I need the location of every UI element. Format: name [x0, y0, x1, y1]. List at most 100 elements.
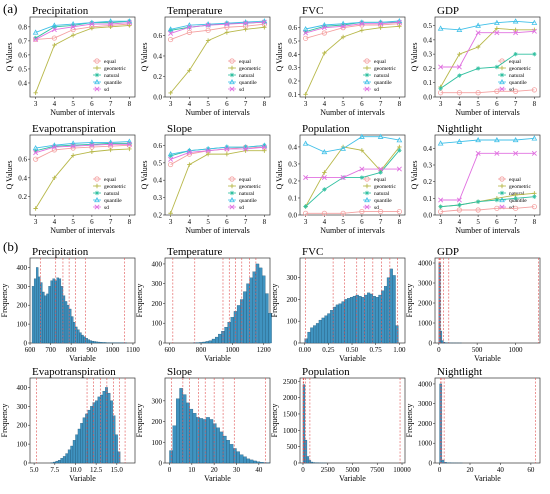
histogram-bar [53, 462, 55, 463]
y-tick-label: 0.4 [423, 36, 432, 44]
data-point-natural [457, 203, 461, 207]
data-point-geometric [187, 162, 191, 166]
histogram-bar [95, 401, 97, 463]
x-axis-label: Number of intervals [50, 226, 114, 235]
legend-marker [230, 73, 234, 77]
histogram-bar [220, 432, 223, 463]
y-tick-label: 400 [17, 384, 28, 392]
x-tick-label: 8 [263, 218, 267, 226]
y-tick-label: 200 [17, 302, 28, 310]
data-point-geometric [71, 33, 75, 37]
data-point-natural [532, 52, 536, 56]
histogram-bar [104, 342, 106, 343]
legend-label: equal [104, 59, 116, 65]
y-tick-label: 1000 [418, 320, 433, 328]
x-tick-label: 10000 [393, 466, 411, 474]
y-tick-label: 0.6 [288, 24, 297, 32]
histogram-bar [216, 428, 219, 463]
histogram-bar [79, 333, 81, 343]
y-axis-label: Q Values [140, 161, 149, 190]
x-axis-label: Variable [474, 354, 501, 363]
x-axis-label: Variable [339, 474, 366, 483]
x-tick-label: 1000 [105, 346, 120, 354]
legend-label: equal [509, 59, 521, 65]
histogram-bar [231, 317, 234, 343]
y-tick-label: 200 [287, 296, 298, 304]
y-tick-label: 0.4 [18, 174, 27, 182]
histogram-bar [88, 410, 90, 463]
histogram-bar [63, 296, 65, 343]
histogram-bar [85, 414, 87, 463]
y-axis-label: Q Values [275, 161, 284, 190]
histogram-bar [259, 268, 262, 343]
y-tick-label: 0 [159, 340, 163, 348]
legend-marker [230, 191, 234, 195]
x-tick-label: 0.00 [299, 346, 312, 354]
x-tick-label: 10 [188, 466, 196, 474]
chart-title: GDP [437, 5, 459, 17]
histogram-bar [93, 403, 95, 463]
histogram-bar [316, 323, 319, 343]
histogram-bar [176, 399, 179, 463]
chart-title: Nightlight [437, 123, 482, 135]
legend-marker [95, 66, 99, 70]
chart-title: Population [302, 123, 350, 135]
y-tick-label: 3000 [418, 280, 433, 288]
x-tick-label: 5 [341, 218, 345, 226]
x-tick-label: 900 [87, 346, 98, 354]
x-tick-label: 5000 [346, 466, 361, 474]
legend-label: sd [104, 205, 109, 211]
data-point-natural [303, 204, 307, 208]
y-tick-label: 300 [17, 403, 28, 411]
y-tick-label: 0.0 [423, 94, 432, 102]
histogram-bar [311, 462, 313, 463]
histogram-bar [42, 292, 44, 343]
chart-title: Precipitation [32, 246, 89, 258]
histogram-bar [243, 292, 246, 343]
legend-label: geometric [374, 66, 397, 72]
x-tick-label: 3 [439, 100, 443, 108]
histogram-bar [115, 435, 117, 463]
y-axis-label: Frequency [405, 284, 414, 318]
x-tick-label: 4 [53, 218, 57, 226]
data-point-geometric [225, 30, 229, 34]
y-tick-label: 2000 [283, 394, 298, 402]
x-tick-label: 30 [233, 466, 241, 474]
histogram-bar [66, 454, 68, 463]
histogram-bar [257, 462, 260, 463]
histogram-bar [322, 318, 325, 343]
y-tick-label: 0.6 [153, 142, 162, 150]
y-tick-label: 0.5 [288, 38, 297, 46]
histogram-bar [32, 286, 34, 343]
histogram-bar [193, 413, 196, 463]
histogram-bar [390, 269, 393, 343]
x-tick-label: 8 [398, 218, 402, 226]
y-tick-label: 200 [17, 422, 28, 430]
histogram-bar [225, 327, 228, 343]
y-axis-label: Q Values [140, 43, 149, 72]
legend-label: natural [104, 73, 120, 79]
y-tick-label: 300 [152, 397, 163, 405]
histogram-bar [73, 322, 75, 343]
y-tick-label: 0.2 [153, 212, 162, 220]
histogram-bar [210, 419, 213, 463]
y-tick-label: 0.1 [288, 91, 297, 99]
x-tick-label: 0 [301, 466, 305, 474]
legend-label: natural [509, 73, 525, 79]
histogram-bar [92, 341, 94, 343]
panel-label-a: (a) [3, 1, 17, 16]
y-tick-label: 0 [429, 340, 433, 348]
y-tick-label: 0.3 [153, 194, 162, 202]
histogram-bar [96, 342, 98, 343]
histogram-bar [370, 294, 373, 343]
y-axis-label: Q Values [5, 161, 14, 190]
legend-marker [365, 184, 369, 188]
x-tick-label: 7 [109, 100, 113, 108]
x-tick-label: 5 [476, 100, 480, 108]
x-axis-label: Number of intervals [455, 108, 519, 117]
x-axis-label: Variable [69, 474, 96, 483]
